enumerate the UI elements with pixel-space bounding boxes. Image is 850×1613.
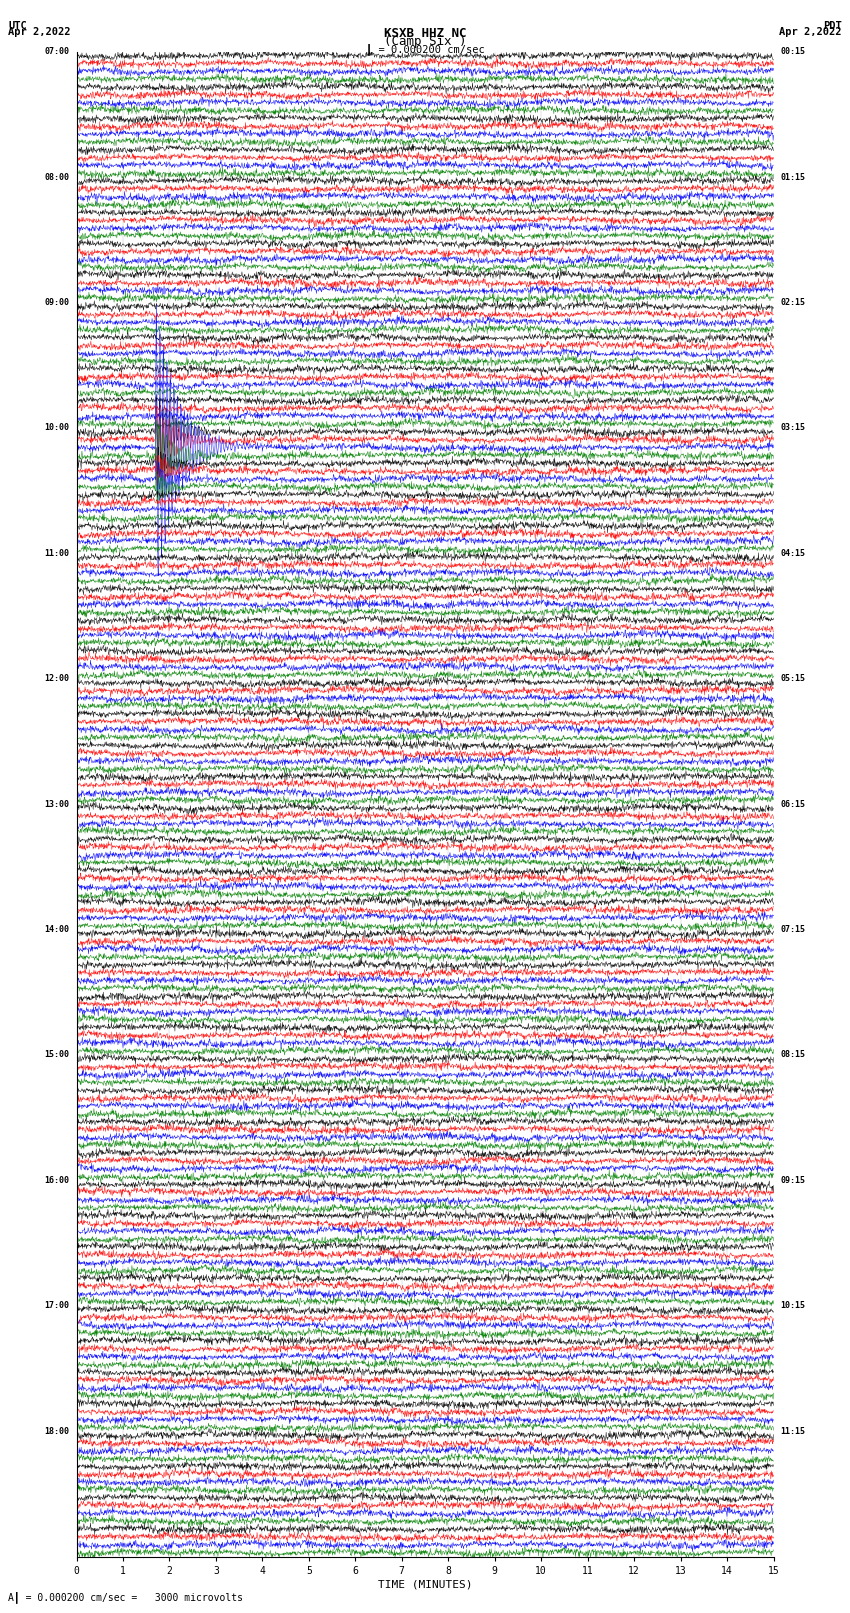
Text: 05:15: 05:15 bbox=[780, 674, 806, 684]
Text: 06:15: 06:15 bbox=[780, 800, 806, 808]
Text: 10:15: 10:15 bbox=[780, 1302, 806, 1310]
Text: 12:00: 12:00 bbox=[44, 674, 70, 684]
Text: 11:15: 11:15 bbox=[780, 1426, 806, 1436]
Text: 14:00: 14:00 bbox=[44, 924, 70, 934]
Text: 08:00: 08:00 bbox=[44, 173, 70, 182]
Text: 11:00: 11:00 bbox=[44, 548, 70, 558]
Text: 16:00: 16:00 bbox=[44, 1176, 70, 1186]
Text: 17:00: 17:00 bbox=[44, 1302, 70, 1310]
Text: Apr 2,2022: Apr 2,2022 bbox=[779, 26, 842, 37]
Text: 13:00: 13:00 bbox=[44, 800, 70, 808]
Text: (Camp Six ): (Camp Six ) bbox=[383, 35, 467, 48]
Text: Apr 2,2022: Apr 2,2022 bbox=[8, 26, 71, 37]
Text: 09:15: 09:15 bbox=[780, 1176, 806, 1186]
Text: 01:15: 01:15 bbox=[780, 173, 806, 182]
Text: ┃ = 0.000200 cm/sec: ┃ = 0.000200 cm/sec bbox=[366, 44, 484, 55]
Text: UTC: UTC bbox=[8, 21, 27, 31]
Text: 07:00: 07:00 bbox=[44, 47, 70, 56]
Text: 18:00: 18:00 bbox=[44, 1426, 70, 1436]
Text: 08:15: 08:15 bbox=[780, 1050, 806, 1060]
Text: KSXB HHZ NC: KSXB HHZ NC bbox=[383, 26, 467, 40]
Text: 15:00: 15:00 bbox=[44, 1050, 70, 1060]
X-axis label: TIME (MINUTES): TIME (MINUTES) bbox=[377, 1579, 473, 1590]
Text: 00:15: 00:15 bbox=[780, 47, 806, 56]
Text: 07:15: 07:15 bbox=[780, 924, 806, 934]
Text: 04:15: 04:15 bbox=[780, 548, 806, 558]
Text: 03:15: 03:15 bbox=[780, 423, 806, 432]
Text: PDT: PDT bbox=[823, 21, 842, 31]
Text: 10:00: 10:00 bbox=[44, 423, 70, 432]
Text: 02:15: 02:15 bbox=[780, 298, 806, 306]
Text: 09:00: 09:00 bbox=[44, 298, 70, 306]
Text: A┃ = 0.000200 cm/sec =   3000 microvolts: A┃ = 0.000200 cm/sec = 3000 microvolts bbox=[8, 1592, 243, 1603]
